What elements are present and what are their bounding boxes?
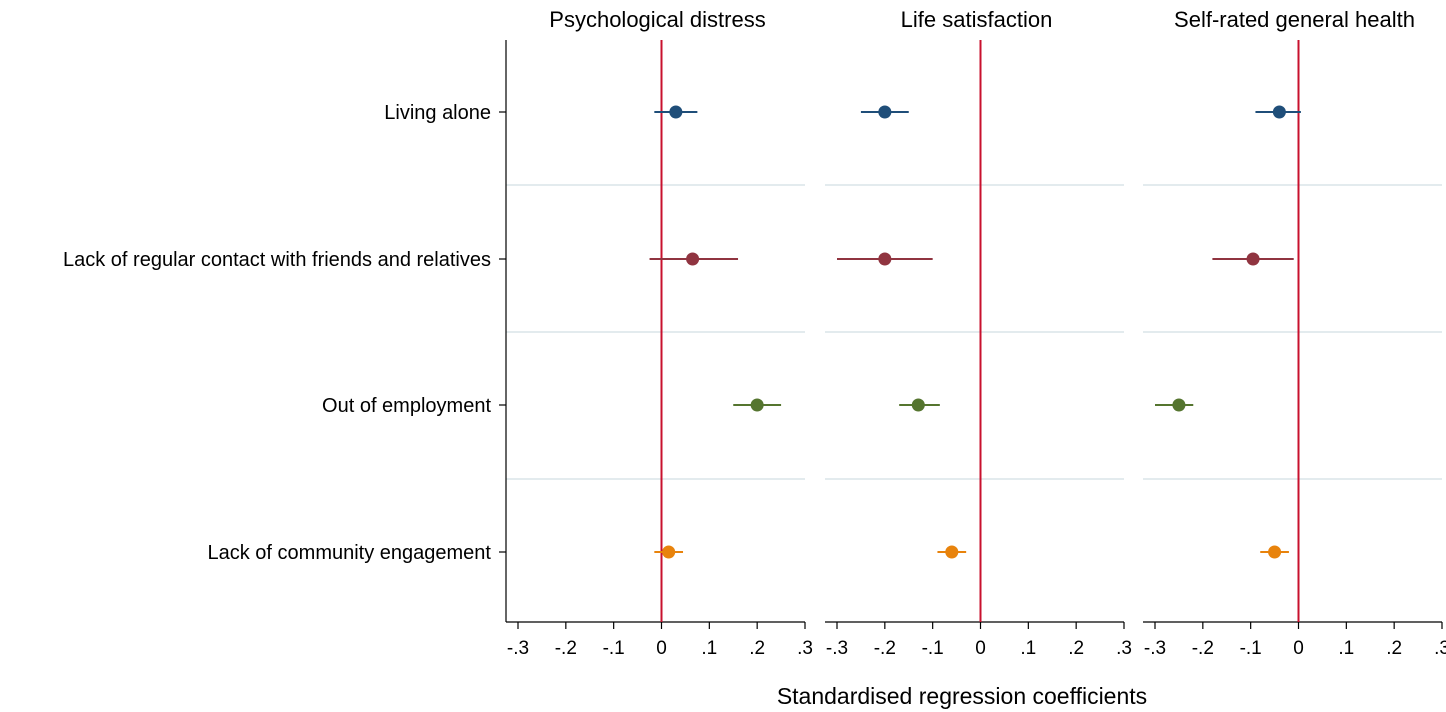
point-estimate — [878, 252, 892, 266]
chart-marks — [649, 40, 1301, 622]
x-tick-label: .1 — [701, 638, 717, 659]
x-axis-title: Standardised regression coefficients — [777, 683, 1147, 709]
x-tick-label: .3 — [1434, 638, 1446, 659]
x-tick-label: -.1 — [603, 638, 625, 659]
y-tick-label: Out of employment — [322, 395, 491, 417]
point-estimate — [686, 252, 700, 266]
x-tick-label: .1 — [1338, 638, 1354, 659]
x-tick-label: 0 — [656, 638, 667, 659]
point-estimate — [945, 545, 959, 559]
x-tick-label: -.3 — [826, 638, 848, 659]
point-estimate — [1268, 545, 1282, 559]
x-tick-label: -.1 — [1240, 638, 1262, 659]
x-tick-label: -.2 — [874, 638, 896, 659]
x-tick-label: 0 — [975, 638, 986, 659]
x-tick-label: -.3 — [507, 638, 529, 659]
point-estimate — [911, 398, 925, 412]
x-tick-label: -.3 — [1144, 638, 1166, 659]
x-tick-label: -.2 — [555, 638, 577, 659]
x-tick-label: .3 — [1116, 638, 1132, 659]
point-estimate — [669, 105, 683, 119]
x-tick-label: .2 — [749, 638, 765, 659]
axes — [499, 40, 1443, 629]
x-tick-label: -.1 — [922, 638, 944, 659]
point-estimate — [662, 545, 676, 559]
point-estimate — [750, 398, 764, 412]
point-estimate — [1272, 105, 1286, 119]
x-tick-label: 0 — [1293, 638, 1304, 659]
point-estimate — [878, 105, 892, 119]
y-tick-label: Lack of regular contact with friends and… — [63, 249, 491, 271]
x-tick-label: .1 — [1020, 638, 1036, 659]
x-tick-label: .2 — [1386, 638, 1402, 659]
y-tick-label: Living alone — [384, 102, 491, 124]
point-estimate — [1246, 252, 1260, 266]
chart-labels: Living alone Lack of regular contact with… — [63, 7, 1446, 659]
x-tick-label: -.2 — [1192, 638, 1214, 659]
y-tick-label: Lack of community engagement — [208, 542, 492, 564]
panel-title: Psychological distress — [549, 7, 765, 32]
panel-title: Life satisfaction — [901, 7, 1053, 32]
x-tick-label: .3 — [797, 638, 813, 659]
x-tick-label: .2 — [1068, 638, 1084, 659]
category-separators — [506, 184, 1442, 480]
panel-title: Self-rated general health — [1174, 7, 1415, 32]
point-estimate — [1172, 398, 1186, 412]
